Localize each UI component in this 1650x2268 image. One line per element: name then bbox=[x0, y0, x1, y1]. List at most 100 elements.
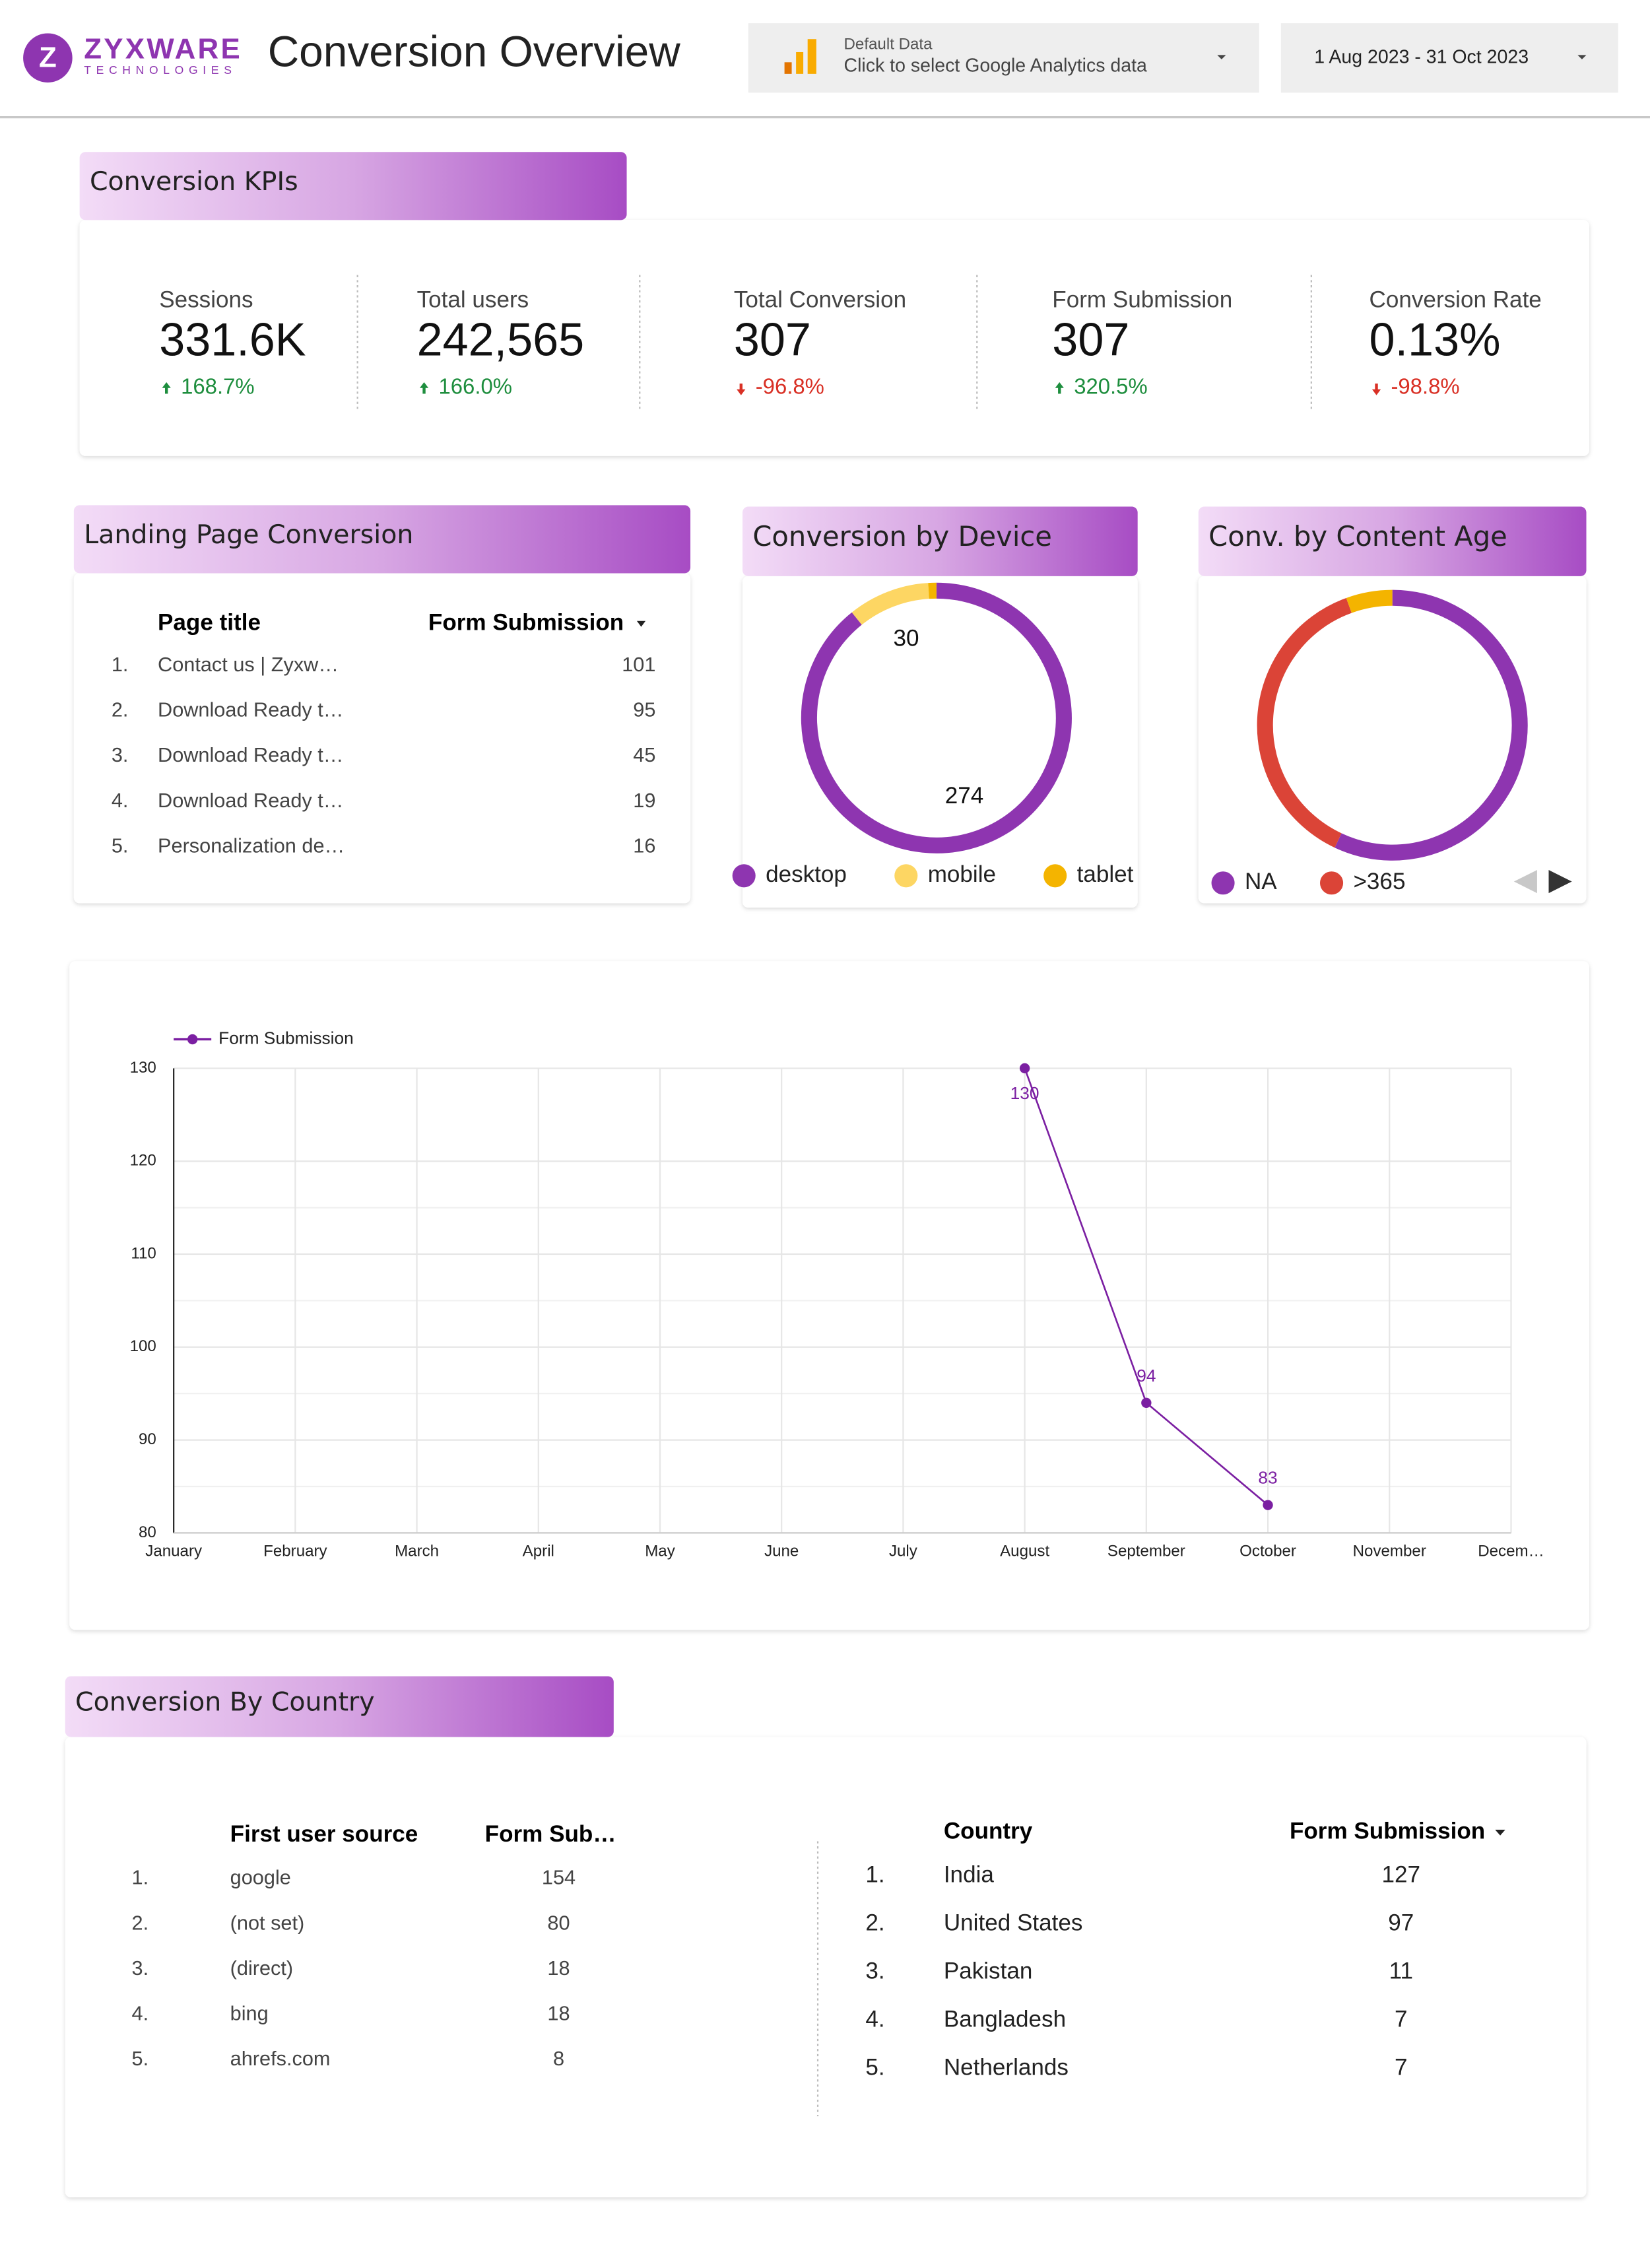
value-cell: 45 bbox=[633, 743, 655, 766]
row-number: 4. bbox=[112, 789, 129, 812]
date-range: 1 Aug 2023 - 31 Oct 2023 bbox=[1314, 46, 1529, 67]
data-source-hint: Click to select Google Analytics data bbox=[844, 55, 1148, 76]
kpi-label: Total Conversion bbox=[734, 286, 906, 312]
x-tick-label: August bbox=[1000, 1542, 1049, 1560]
x-tick-label: October bbox=[1239, 1542, 1296, 1560]
value-cell: 18 bbox=[547, 2002, 570, 2025]
data-label: 30 bbox=[894, 625, 919, 651]
section-title: Landing Page Conversion bbox=[84, 519, 413, 550]
section-tab bbox=[73, 505, 691, 574]
trend-arrow bbox=[419, 382, 429, 394]
ga-icon bbox=[807, 39, 816, 74]
kpi-value: 0.13% bbox=[1370, 313, 1501, 365]
legend-swatch bbox=[1043, 864, 1067, 888]
data-source-selector[interactable] bbox=[748, 23, 1259, 93]
section-tab bbox=[742, 506, 1138, 576]
row-number: 5. bbox=[132, 2047, 149, 2070]
page-title-cell: Personalization de… bbox=[158, 834, 345, 857]
point bbox=[1019, 1063, 1030, 1074]
column-header: Page title bbox=[158, 609, 261, 635]
row-number: 1. bbox=[112, 653, 129, 676]
donut-slice bbox=[1257, 597, 1352, 848]
column-header: Form Submission bbox=[428, 609, 624, 635]
country-cell: United States bbox=[944, 1910, 1083, 1935]
legend-label: mobile bbox=[928, 861, 996, 887]
pager-next[interactable] bbox=[1548, 870, 1572, 894]
column-header: Country bbox=[944, 1818, 1033, 1844]
trend-arrow bbox=[1371, 384, 1381, 395]
logo-name: ZYXWARE bbox=[84, 32, 242, 65]
value-cell: 154 bbox=[542, 1866, 576, 1889]
page-title-cell: Download Ready t… bbox=[158, 743, 343, 766]
kpi-label: Form Submission bbox=[1052, 286, 1232, 312]
value-cell: 8 bbox=[553, 2047, 564, 2070]
date-range-selector[interactable] bbox=[1280, 23, 1618, 93]
legend-label: Form Submission bbox=[218, 1028, 354, 1048]
value-cell: 127 bbox=[1382, 1861, 1421, 1887]
value-cell: 97 bbox=[1388, 1910, 1414, 1935]
kpi-change: -96.8% bbox=[756, 374, 824, 398]
x-tick-label: June bbox=[764, 1542, 799, 1560]
legend-label: NA bbox=[1245, 869, 1277, 894]
page-title-cell: Download Ready t… bbox=[158, 789, 343, 812]
data-label: 274 bbox=[945, 783, 984, 809]
page-title-cell: Contact us | Zyxw… bbox=[158, 653, 339, 676]
country-cell: Netherlands bbox=[944, 2054, 1069, 2080]
trend-arrow bbox=[737, 384, 746, 395]
value-cell: 19 bbox=[633, 789, 655, 812]
value-cell: 101 bbox=[622, 653, 655, 676]
card bbox=[65, 1737, 1587, 2197]
x-tick-label: April bbox=[523, 1542, 554, 1560]
column-header: Form Submission bbox=[1290, 1818, 1485, 1844]
sort-indicator bbox=[636, 620, 646, 627]
row-number: 2. bbox=[865, 1910, 884, 1935]
section-title: Conv. by Content Age bbox=[1208, 520, 1507, 552]
logo-mark bbox=[23, 33, 73, 83]
legend-swatch bbox=[732, 864, 756, 888]
y-tick-label: 90 bbox=[139, 1430, 156, 1448]
section-tab bbox=[65, 1676, 614, 1737]
donut-slice bbox=[801, 582, 1072, 853]
x-tick-label: July bbox=[889, 1542, 917, 1560]
dropdown-arrow bbox=[1577, 55, 1587, 59]
row-number: 2. bbox=[132, 1911, 149, 1934]
kpi-label: Sessions bbox=[159, 286, 253, 312]
pager-prev[interactable] bbox=[1513, 870, 1537, 894]
row-number: 3. bbox=[132, 1956, 149, 1980]
ga-icon bbox=[784, 62, 792, 74]
y-tick-label: 80 bbox=[139, 1523, 156, 1541]
y-tick-label: 120 bbox=[130, 1152, 156, 1170]
donut-slice bbox=[851, 583, 929, 625]
data-label: 83 bbox=[1258, 1468, 1277, 1488]
section-title: Conversion By Country bbox=[75, 1687, 375, 1718]
point bbox=[1141, 1397, 1152, 1408]
legend-label: >365 bbox=[1353, 869, 1405, 894]
ga-icon bbox=[796, 51, 804, 74]
logo-subtitle: TECHNOLOGIES bbox=[84, 63, 236, 77]
kpi-change: 166.0% bbox=[438, 374, 512, 398]
logo-letter: Z bbox=[39, 42, 57, 74]
data-label: 130 bbox=[1010, 1083, 1040, 1103]
column-header: Form Sub… bbox=[485, 1821, 616, 1847]
data-source-label: Default Data bbox=[844, 35, 933, 53]
x-tick-label: September bbox=[1107, 1542, 1185, 1560]
kpi-change: 168.7% bbox=[181, 374, 255, 398]
legend-swatch bbox=[894, 864, 918, 888]
value-cell: 7 bbox=[1395, 2006, 1408, 2032]
donut-slice bbox=[1335, 589, 1528, 861]
row-number: 4. bbox=[865, 2006, 884, 2032]
section-tab bbox=[79, 152, 627, 220]
row-number: 1. bbox=[132, 1866, 149, 1889]
y-tick-label: 100 bbox=[130, 1337, 156, 1355]
country-cell: India bbox=[944, 1861, 995, 1887]
kpi-change: 320.5% bbox=[1074, 374, 1148, 398]
value-cell: 80 bbox=[547, 1911, 570, 1934]
y-tick-label: 110 bbox=[131, 1244, 156, 1262]
page-title-cell: Download Ready t… bbox=[158, 698, 343, 721]
card bbox=[742, 576, 1138, 908]
section-tab bbox=[1198, 506, 1587, 576]
x-tick-label: February bbox=[263, 1542, 327, 1560]
country-cell: Bangladesh bbox=[944, 2006, 1066, 2032]
